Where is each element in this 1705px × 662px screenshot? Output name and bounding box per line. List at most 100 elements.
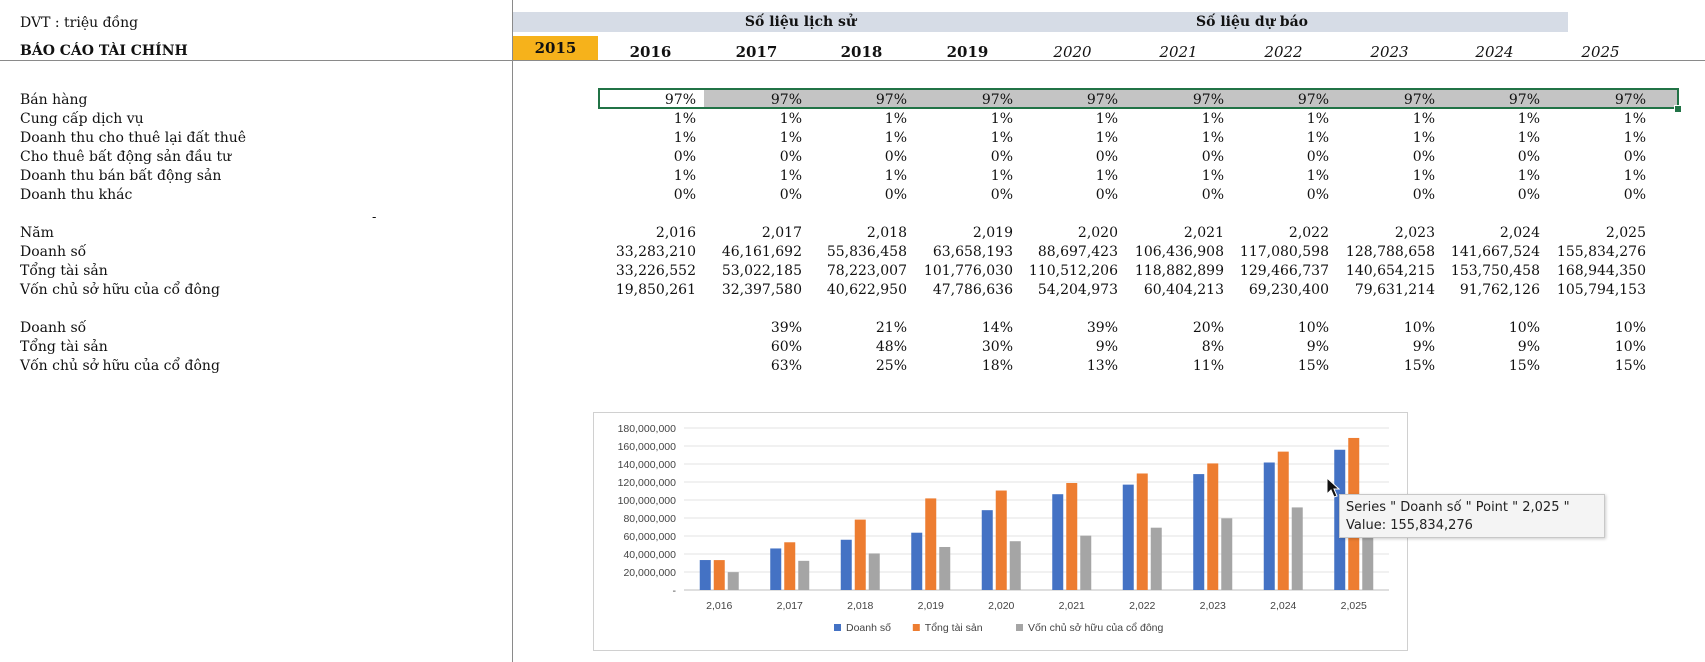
row-label[interactable]: Vốn chủ sở hữu của cổ đông xyxy=(20,282,220,298)
table-cell[interactable]: 0% xyxy=(1412,187,1435,203)
table-cell[interactable]: 153,750,458 xyxy=(1450,263,1540,279)
table-cell[interactable]: 15% xyxy=(1297,358,1329,374)
table-cell[interactable]: 1% xyxy=(779,130,802,146)
year-header-2023[interactable]: 2023 xyxy=(1370,43,1409,61)
row-label[interactable]: Năm xyxy=(20,225,54,241)
row-label[interactable]: Tổng tài sản xyxy=(20,263,108,279)
bar-2-6[interactable] xyxy=(1150,527,1162,590)
bar-2-4[interactable] xyxy=(1009,541,1021,590)
table-cell[interactable]: 33,226,552 xyxy=(615,263,696,279)
table-cell[interactable]: 0% xyxy=(673,187,696,203)
table-cell[interactable]: 9% xyxy=(1517,339,1540,355)
bar-0-7[interactable] xyxy=(1193,474,1205,590)
table-cell[interactable]: 1% xyxy=(884,130,907,146)
bar-0-8[interactable] xyxy=(1263,462,1275,590)
table-cell[interactable]: 1% xyxy=(779,111,802,127)
table-cell[interactable]: 0% xyxy=(1517,149,1540,165)
table-cell[interactable]: 39% xyxy=(1086,320,1118,336)
year-header-2020[interactable]: 2020 xyxy=(1053,43,1092,61)
bar-0-5[interactable] xyxy=(1052,494,1064,590)
bar-1-5[interactable] xyxy=(1066,483,1078,590)
bar-2-1[interactable] xyxy=(798,560,810,590)
table-cell[interactable]: 1% xyxy=(673,111,696,127)
table-cell[interactable]: 128,788,658 xyxy=(1345,244,1435,260)
bar-1-2[interactable] xyxy=(854,519,866,590)
table-cell[interactable]: 97% xyxy=(664,92,696,108)
row-label[interactable]: Bán hàng xyxy=(20,92,88,108)
bar-2-0[interactable] xyxy=(727,572,739,590)
table-cell[interactable]: 140,654,215 xyxy=(1345,263,1435,279)
bar-2-7[interactable] xyxy=(1221,518,1233,590)
table-cell[interactable]: 2,022 xyxy=(1288,225,1329,241)
table-cell[interactable]: 0% xyxy=(1306,187,1329,203)
table-cell[interactable]: 25% xyxy=(875,358,907,374)
bar-1-1[interactable] xyxy=(784,542,796,590)
table-cell[interactable]: 1% xyxy=(1095,168,1118,184)
table-cell[interactable]: 47,786,636 xyxy=(932,282,1013,298)
table-cell[interactable]: 1% xyxy=(884,168,907,184)
table-cell[interactable]: 21% xyxy=(875,320,907,336)
table-cell[interactable]: 63% xyxy=(770,358,802,374)
table-cell[interactable]: 60% xyxy=(770,339,802,355)
table-cell[interactable]: 46,161,692 xyxy=(721,244,802,260)
table-cell[interactable]: 97% xyxy=(1508,92,1540,108)
table-cell[interactable]: 0% xyxy=(1201,149,1224,165)
table-cell[interactable]: 63,658,193 xyxy=(932,244,1013,260)
bar-1-4[interactable] xyxy=(995,490,1007,590)
table-cell[interactable]: 2,023 xyxy=(1394,225,1435,241)
bar-1-7[interactable] xyxy=(1207,463,1219,590)
table-cell[interactable]: 1% xyxy=(1306,111,1329,127)
year-header-2017[interactable]: 2017 xyxy=(735,43,778,61)
bar-chart[interactable]: - 20,000,000 40,000,000 60,000,000 80,000,00… xyxy=(593,412,1408,651)
table-cell[interactable]: 1% xyxy=(1306,168,1329,184)
row-label[interactable]: Doanh số xyxy=(20,244,87,260)
table-cell[interactable]: 97% xyxy=(1086,92,1118,108)
table-cell[interactable]: 1% xyxy=(1623,168,1646,184)
year-header-2025[interactable]: 2025 xyxy=(1581,43,1620,61)
table-cell[interactable]: 0% xyxy=(1201,187,1224,203)
table-cell[interactable]: 97% xyxy=(1614,92,1646,108)
bar-2-2[interactable] xyxy=(868,553,880,590)
table-cell[interactable]: 0% xyxy=(1306,149,1329,165)
table-cell[interactable]: 0% xyxy=(1095,187,1118,203)
table-cell[interactable]: 0% xyxy=(779,187,802,203)
table-cell[interactable]: 97% xyxy=(981,92,1013,108)
table-cell[interactable]: 13% xyxy=(1086,358,1118,374)
table-cell[interactable]: 1% xyxy=(990,168,1013,184)
row-label[interactable]: Doanh thu cho thuê lại đất thuê xyxy=(20,130,247,146)
bar-0-1[interactable] xyxy=(770,548,782,590)
table-cell[interactable]: 0% xyxy=(1623,187,1646,203)
year-header-2024[interactable]: 2024 xyxy=(1475,43,1514,61)
table-cell[interactable]: 2,021 xyxy=(1183,225,1224,241)
table-cell[interactable]: 39% xyxy=(770,320,802,336)
table-cell[interactable]: 110,512,206 xyxy=(1028,263,1118,279)
table-cell[interactable]: 0% xyxy=(990,187,1013,203)
table-cell[interactable]: 2,019 xyxy=(972,225,1013,241)
table-cell[interactable]: 1% xyxy=(1412,168,1435,184)
table-cell[interactable]: 19,850,261 xyxy=(615,282,696,298)
table-cell[interactable]: 0% xyxy=(673,149,696,165)
table-cell[interactable]: 15% xyxy=(1508,358,1540,374)
table-cell[interactable]: 15% xyxy=(1403,358,1435,374)
fill-handle[interactable] xyxy=(1674,105,1682,113)
table-cell[interactable]: 55,836,458 xyxy=(826,244,907,260)
table-cell[interactable]: 1% xyxy=(990,111,1013,127)
table-cell[interactable]: 141,667,524 xyxy=(1450,244,1540,260)
table-cell[interactable]: 97% xyxy=(1192,92,1224,108)
table-cell[interactable]: 0% xyxy=(1095,149,1118,165)
table-cell[interactable]: 0% xyxy=(884,187,907,203)
bar-1-6[interactable] xyxy=(1136,473,1148,590)
table-cell[interactable]: 2,024 xyxy=(1499,225,1540,241)
table-cell[interactable]: 48% xyxy=(875,339,907,355)
table-cell[interactable]: 79,631,214 xyxy=(1354,282,1435,298)
bar-0-3[interactable] xyxy=(911,532,923,590)
table-cell[interactable]: 1% xyxy=(1517,168,1540,184)
table-cell[interactable]: 0% xyxy=(884,149,907,165)
table-cell[interactable]: 1% xyxy=(673,168,696,184)
table-cell[interactable]: 10% xyxy=(1403,320,1435,336)
year-header-2021[interactable]: 2021 xyxy=(1159,43,1198,61)
table-cell[interactable]: 18% xyxy=(981,358,1013,374)
table-cell[interactable]: 1% xyxy=(1623,111,1646,127)
table-cell[interactable]: 1% xyxy=(1517,111,1540,127)
table-cell[interactable]: 1% xyxy=(1095,130,1118,146)
